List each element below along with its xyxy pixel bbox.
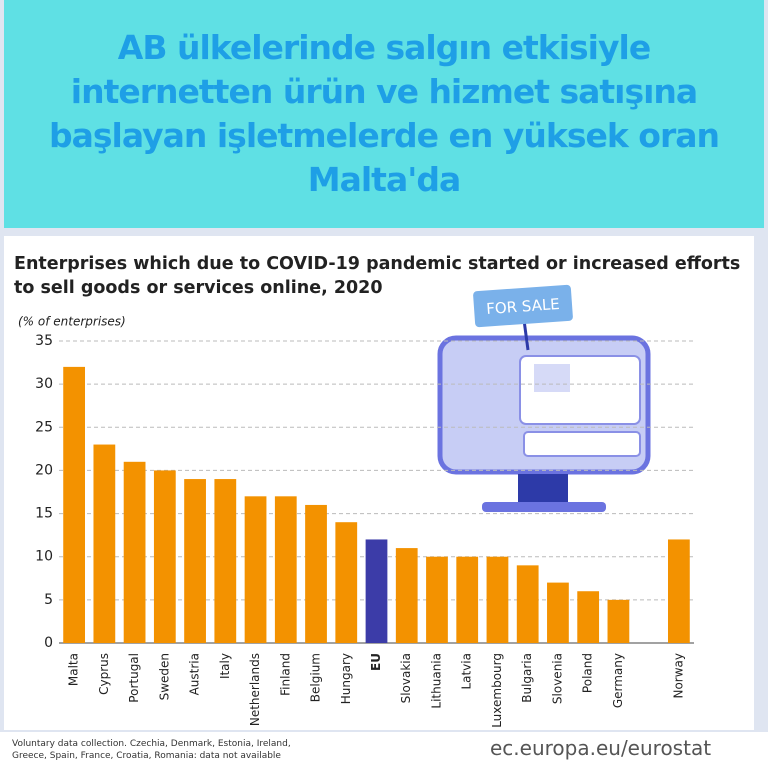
bar	[365, 539, 388, 643]
x-tick-label: Poland	[581, 653, 595, 693]
x-tick-label: EU	[369, 653, 383, 671]
y-tick-label: 5	[44, 592, 53, 608]
bar	[426, 556, 448, 643]
x-tick-label: Lithuania	[429, 653, 443, 709]
bar	[305, 504, 327, 643]
bar	[395, 548, 418, 643]
bar	[184, 479, 206, 643]
y-tick-label: 10	[35, 549, 53, 565]
bar	[547, 582, 569, 643]
bar	[153, 470, 176, 643]
y-tick-label: 30	[35, 376, 53, 392]
x-tick-label: Italy	[218, 653, 232, 679]
x-tick-label: Slovakia	[399, 653, 413, 703]
bar	[123, 461, 146, 643]
x-tick-label: Hungary	[339, 653, 353, 704]
footnote: Voluntary data collection. Czechia, Denm…	[12, 739, 291, 761]
y-axis-label: (% of enterprises)	[18, 315, 126, 329]
x-tick-label: Sweden	[157, 653, 171, 700]
y-tick-label: 15	[35, 506, 53, 522]
footer	[0, 732, 768, 768]
y-tick-label: 0	[44, 635, 53, 651]
bar	[577, 591, 600, 643]
bar	[63, 366, 86, 643]
x-tick-label: Finland	[278, 653, 292, 696]
bar	[244, 496, 267, 643]
bar	[335, 522, 358, 643]
x-tick-label: Germany	[611, 653, 625, 708]
x-tick-label: Latvia	[460, 653, 474, 690]
x-tick-label: Malta	[67, 653, 81, 686]
x-tick-label: Norway	[671, 653, 685, 699]
y-tick-label: 25	[35, 419, 53, 435]
x-tick-label: Slovenia	[550, 653, 564, 704]
bar	[93, 444, 116, 643]
y-tick-label: 35	[35, 333, 53, 349]
x-tick-label: Luxembourg	[490, 653, 504, 728]
bar	[516, 565, 539, 643]
source: ec.europa.eu/eurostat	[490, 736, 712, 760]
bar	[607, 599, 630, 643]
y-tick-label: 20	[35, 462, 53, 478]
banner-title: AB ülkelerinde salgın etkisiyle internet…	[49, 28, 720, 199]
x-tick-label: Belgium	[309, 653, 323, 702]
illustration	[437, 284, 651, 512]
bar	[274, 496, 297, 643]
x-tick-label: Bulgaria	[520, 653, 534, 703]
x-tick-label: Austria	[188, 653, 202, 695]
banner: AB ülkelerinde salgın etkisiyle internet…	[4, 0, 764, 228]
bar	[214, 479, 237, 643]
bar	[486, 556, 509, 643]
x-tick-label: Cyprus	[97, 653, 111, 695]
chart-title: Enterprises which due to COVID-19 pandem…	[14, 254, 741, 298]
bar	[456, 556, 479, 643]
bar	[667, 539, 690, 643]
x-tick-label: Portugal	[127, 653, 141, 703]
x-tick-label: Netherlands	[248, 653, 262, 726]
illustration-label: FOR SALE	[486, 295, 561, 318]
